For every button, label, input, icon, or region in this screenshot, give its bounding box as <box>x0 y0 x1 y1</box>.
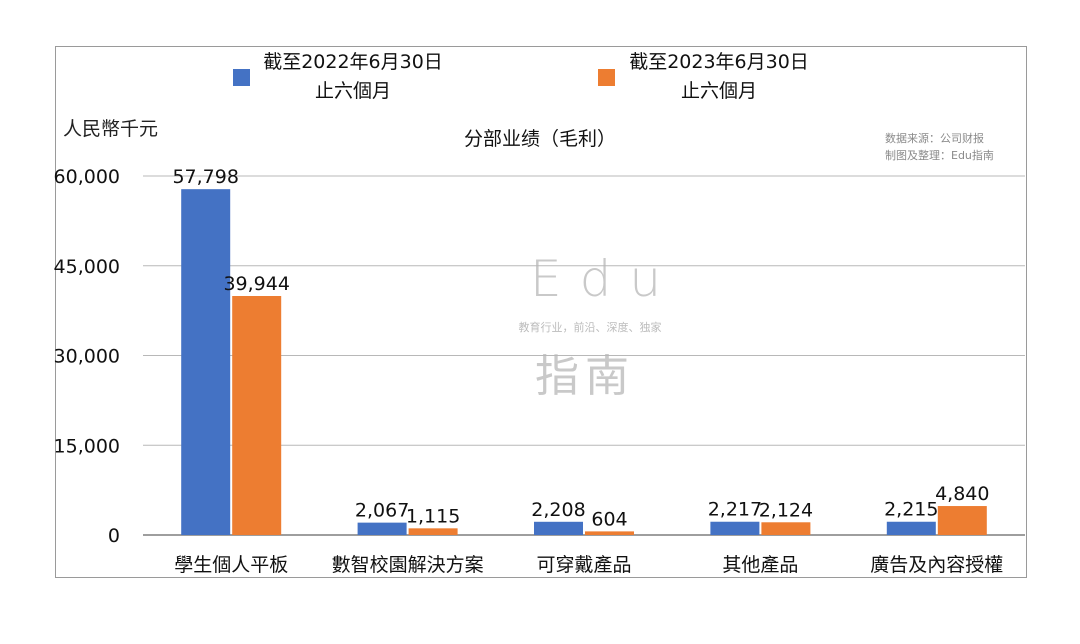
bar <box>761 522 811 535</box>
watermark-edu: Edu <box>530 250 680 308</box>
data-label: 2,217 <box>708 499 762 521</box>
legend-swatch-2023 <box>598 69 615 86</box>
x-tick-label: 其他產品 <box>722 554 798 576</box>
x-tick-label: 可穿戴產品 <box>536 554 631 576</box>
bar <box>585 531 634 535</box>
bar <box>710 521 760 535</box>
legend-label-2022: 截至2022年6月30日 止六個月 <box>262 48 444 106</box>
x-tick-label: 學生個人平板 <box>174 554 288 576</box>
bar <box>357 522 407 535</box>
data-label: 2,208 <box>531 499 585 521</box>
bar <box>408 528 458 535</box>
bar <box>886 521 936 535</box>
y-tick-label: 15,000 <box>54 435 120 457</box>
bar <box>181 189 231 535</box>
legend-label-2022-line1: 截至2022年6月30日 <box>263 51 443 73</box>
source-note-line1: 数据来源：公司财报 <box>885 132 984 145</box>
y-tick-label: 0 <box>108 525 120 547</box>
data-label: 57,798 <box>172 166 238 188</box>
legend-label-2023-line2: 止六個月 <box>680 80 757 102</box>
chart-title: 分部业绩（毛利） <box>463 128 616 150</box>
bar <box>534 521 583 535</box>
y-tick-label: 45,000 <box>54 256 120 278</box>
legend-label-2023-line1: 截至2023年6月30日 <box>629 51 809 73</box>
data-label: 2,124 <box>759 499 813 521</box>
y-tick-label: 60,000 <box>54 166 120 188</box>
y-axis-unit-label: 人民幣千元 <box>63 118 159 140</box>
y-tick-label: 30,000 <box>54 346 120 368</box>
x-tick-label: 數智校園解決方案 <box>332 554 484 576</box>
data-label: 2,067 <box>355 500 409 522</box>
source-note: 数据来源：公司财报 制图及整理：Edu指南 <box>885 130 994 164</box>
data-label: 604 <box>591 508 627 530</box>
legend-label-2023: 截至2023年6月30日 止六個月 <box>628 48 810 106</box>
data-label: 1,115 <box>406 505 460 527</box>
data-label: 4,840 <box>935 483 989 505</box>
data-label: 39,944 <box>223 273 289 295</box>
legend-label-2022-line2: 止六個月 <box>314 80 391 102</box>
bar <box>937 506 987 535</box>
x-tick-label: 廣告及內容授權 <box>870 554 1003 576</box>
watermark-zhinan: 指南 <box>535 351 635 402</box>
data-label: 2,215 <box>884 499 938 521</box>
legend-swatch-2022 <box>233 69 250 86</box>
watermark-tagline: 教育行业，前沿、深度、独家 <box>518 321 662 334</box>
bar <box>232 296 282 535</box>
source-note-line2: 制图及整理：Edu指南 <box>885 149 994 162</box>
